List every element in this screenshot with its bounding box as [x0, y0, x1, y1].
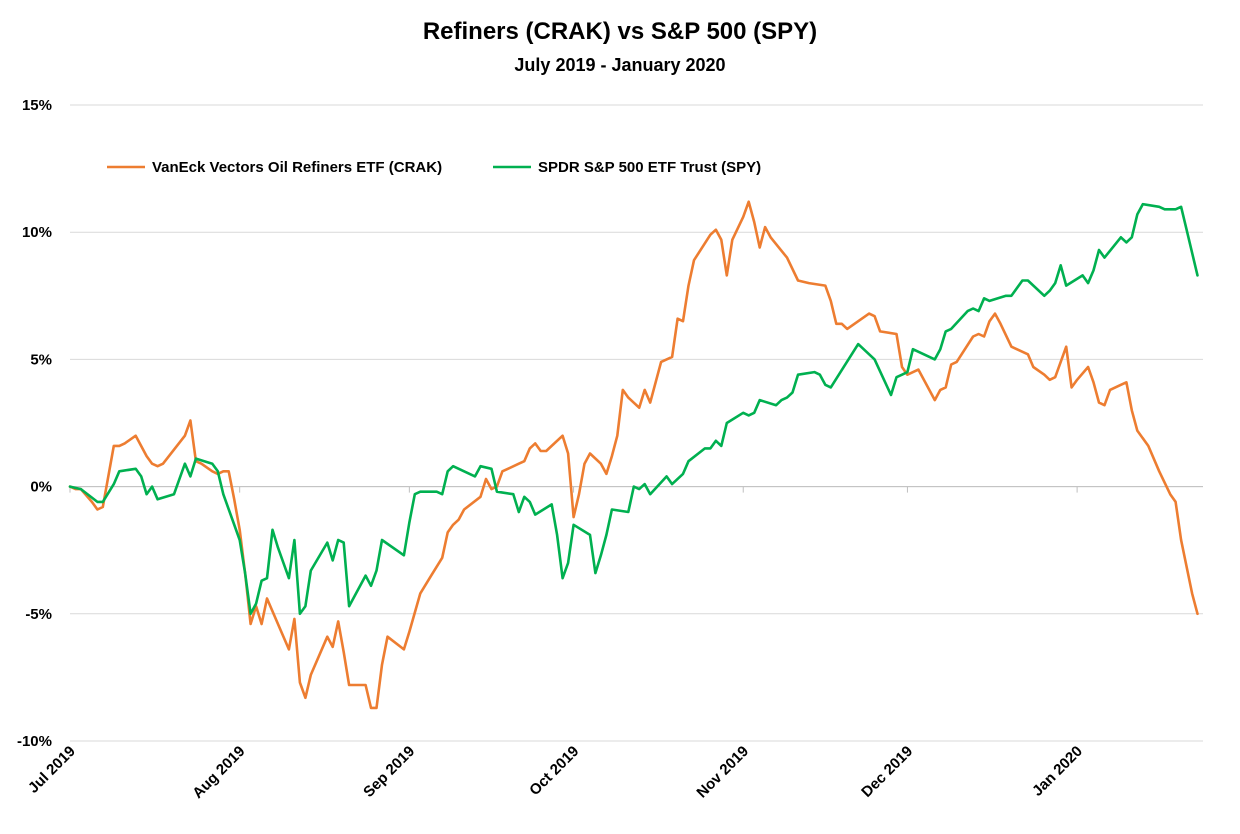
x-tick-label: Nov 2019 — [693, 743, 752, 802]
legend-label: SPDR S&P 500 ETF Trust (SPY) — [538, 159, 761, 176]
y-axis: -10% -5% 0% 5% 10% 15% — [17, 97, 52, 750]
series-lines — [68, 200, 1199, 710]
y-tick-label: 0% — [30, 479, 52, 496]
x-tick-label: Aug 2019 — [189, 743, 248, 802]
x-tick-label: Oct 2019 — [526, 743, 582, 799]
y-tick-label: -5% — [25, 606, 52, 623]
chart-title: Refiners (CRAK) vs S&P 500 (SPY) — [422, 18, 818, 45]
spy-series-line — [68, 202, 1199, 616]
crak-series-line — [68, 200, 1199, 710]
x-tick-label: Sep 2019 — [360, 743, 418, 801]
y-tick-label: -10% — [17, 733, 52, 750]
x-tick-label: Jan 2020 — [1029, 743, 1086, 800]
x-axis: Jul 2019 Aug 2019 Sep 2019 Oct 2019 Nov 2019… — [25, 486, 1203, 802]
legend-label: VanEck Vectors Oil Refiners ETF (CRAK) — [152, 159, 442, 176]
y-tick-label: 10% — [22, 224, 52, 241]
chart-subtitle: July 2019 - January 2020 — [514, 55, 726, 75]
y-tick-label: 5% — [30, 351, 52, 368]
gridlines — [70, 104, 1203, 742]
y-tick-label: 15% — [22, 97, 52, 114]
legend: VanEck Vectors Oil Refiners ETF (CRAK) SP… — [107, 159, 761, 176]
x-tick-label: Dec 2019 — [858, 743, 916, 801]
x-tick-label: Jul 2019 — [25, 743, 79, 797]
